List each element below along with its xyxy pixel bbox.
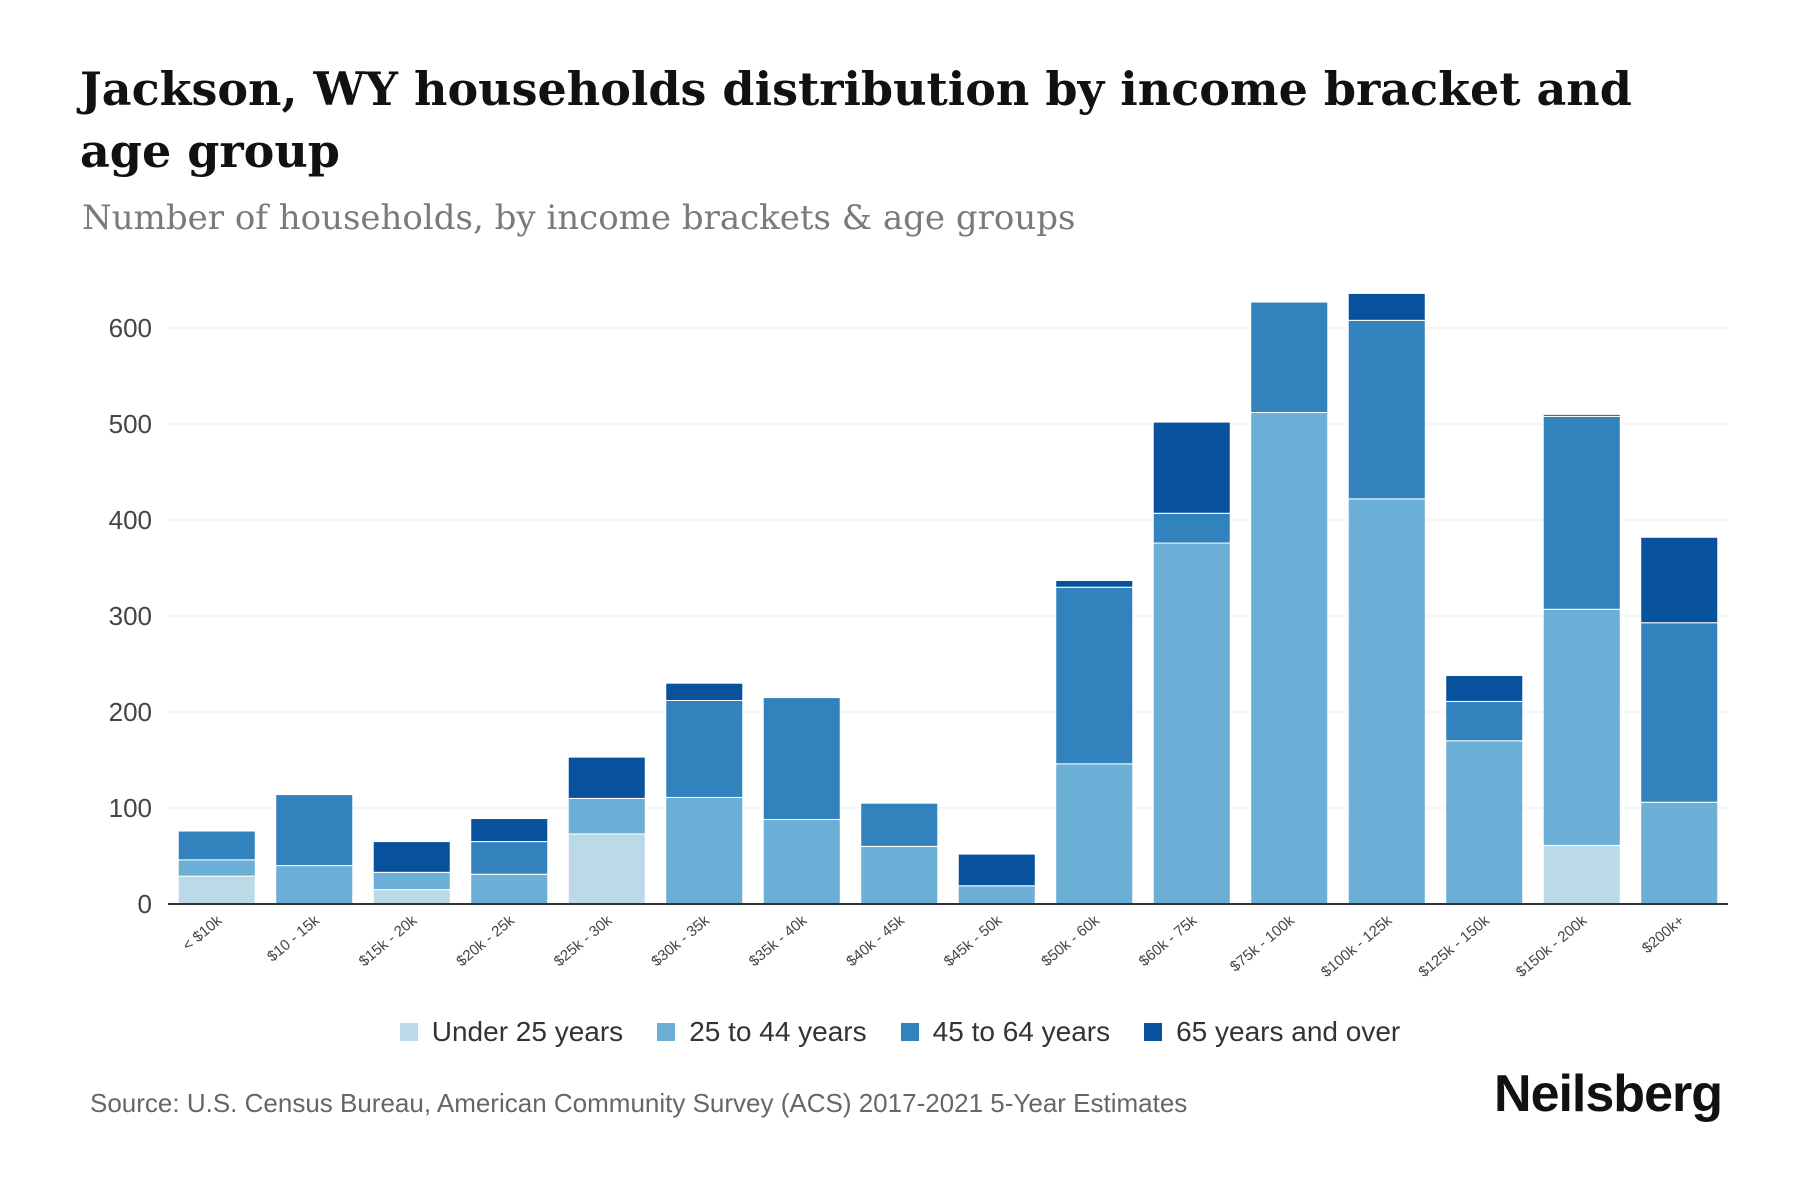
x-tick-label: $40k - 45k bbox=[843, 912, 908, 970]
legend-swatch bbox=[900, 1023, 919, 1041]
legend-item: 45 to 64 years bbox=[900, 1016, 1111, 1048]
bar-segment bbox=[1055, 763, 1134, 905]
bar-segment bbox=[1640, 801, 1719, 905]
bar-segment bbox=[1250, 411, 1329, 905]
bar-segment bbox=[177, 859, 256, 877]
bar-segment bbox=[372, 841, 451, 873]
legend-item: 25 to 44 years bbox=[657, 1016, 867, 1048]
legend-swatch bbox=[399, 1023, 418, 1041]
bar-segment bbox=[1347, 292, 1426, 321]
x-tick-label: $60k - 75k bbox=[1136, 912, 1201, 970]
bar-segment bbox=[762, 697, 841, 821]
bar-segment bbox=[372, 871, 451, 891]
bar-segment bbox=[1250, 301, 1329, 413]
bar-segment bbox=[470, 818, 549, 843]
legend-swatch bbox=[1144, 1023, 1163, 1041]
bar-segment bbox=[567, 833, 646, 905]
source-note: Source: U.S. Census Bureau, American Com… bbox=[90, 1088, 1188, 1118]
y-tick-label: 100 bbox=[109, 793, 152, 823]
bar-segment bbox=[275, 794, 354, 867]
x-tick-label: $150k - 200k bbox=[1513, 912, 1591, 981]
bar-segment bbox=[1445, 740, 1524, 905]
bar-segment bbox=[1445, 700, 1524, 742]
x-tick-label: $200k+ bbox=[1639, 912, 1688, 957]
legend-label: 65 years and over bbox=[1176, 1016, 1401, 1047]
x-tick-label: $35k - 40k bbox=[746, 912, 811, 970]
bar-segment bbox=[1445, 675, 1524, 702]
bar-segment bbox=[372, 889, 451, 905]
x-tick-label: $45k - 50k bbox=[941, 912, 1006, 970]
x-tick-label: $75k - 100k bbox=[1227, 912, 1298, 976]
x-tick-label: $100k - 125k bbox=[1318, 912, 1396, 981]
bar-segment bbox=[665, 796, 744, 905]
bar-segment bbox=[1542, 608, 1621, 846]
x-tick-label: $25k - 30k bbox=[551, 912, 616, 970]
y-tick-label: 200 bbox=[109, 697, 152, 727]
bar-segment bbox=[1347, 319, 1426, 500]
bar-segment bbox=[177, 875, 256, 905]
bar-segment bbox=[957, 853, 1036, 887]
legend-swatch bbox=[657, 1023, 676, 1041]
bar-segment bbox=[177, 830, 256, 861]
legend-label: 45 to 64 years bbox=[932, 1016, 1111, 1047]
bar-segment bbox=[860, 845, 939, 905]
bar-segment bbox=[1347, 498, 1426, 905]
brand-logo: Neilsberg bbox=[1494, 1065, 1723, 1123]
bar-segment bbox=[665, 699, 744, 798]
x-tick-label: < $10k bbox=[180, 912, 226, 955]
bar-segment bbox=[1640, 622, 1719, 803]
bar-segment bbox=[1640, 536, 1719, 624]
bar-segment bbox=[470, 873, 549, 905]
legend-item: 65 years and over bbox=[1144, 1016, 1400, 1048]
bar-segment bbox=[1152, 421, 1231, 514]
x-tick-label: $20k - 25k bbox=[453, 912, 518, 970]
x-tick-label: $30k - 35k bbox=[648, 912, 713, 970]
x-tick-label: $15k - 20k bbox=[356, 912, 421, 970]
bar-segment bbox=[567, 756, 646, 799]
bar-segment bbox=[860, 802, 939, 847]
bar-segment bbox=[957, 885, 1036, 905]
bar-segment bbox=[567, 797, 646, 835]
legend-label: 25 to 44 years bbox=[689, 1016, 867, 1047]
y-tick-label: 500 bbox=[109, 409, 152, 439]
bar-segment bbox=[1152, 512, 1231, 544]
x-tick-label: $50k - 60k bbox=[1038, 912, 1103, 970]
legend-label: Under 25 years bbox=[431, 1016, 624, 1047]
stacked-bar-chart: 0 100 200 300 400 500 600 < $10k $10 - 15k $15k -… bbox=[109, 292, 1728, 981]
x-tick-label: $125k - 150k bbox=[1415, 912, 1493, 981]
y-tick-label: 300 bbox=[109, 601, 152, 631]
bar-segment bbox=[1542, 413, 1621, 417]
chart-subtitle: Number of households, by income brackets… bbox=[82, 198, 1076, 238]
y-tick-label: 600 bbox=[109, 313, 152, 343]
bar-segment bbox=[762, 819, 841, 905]
y-tick-label: 0 bbox=[138, 889, 152, 919]
bar-segment bbox=[1055, 579, 1134, 588]
bar-segment bbox=[275, 865, 354, 905]
bar-segment bbox=[1055, 586, 1134, 765]
chart-legend: Under 25 years 25 to 44 years 45 to 64 yea… bbox=[0, 1016, 1800, 1048]
chart-title: Jackson, WY households distribution by i… bbox=[80, 62, 1632, 178]
legend-item: Under 25 years bbox=[399, 1016, 624, 1048]
x-tick-label: $10 - 15k bbox=[264, 912, 323, 966]
bar-segment bbox=[470, 841, 549, 875]
bar-segment bbox=[1152, 542, 1231, 905]
bar-segment bbox=[1542, 844, 1621, 905]
bar-segment bbox=[665, 682, 744, 701]
y-tick-label: 400 bbox=[109, 505, 152, 535]
bar-segment bbox=[1542, 415, 1621, 610]
